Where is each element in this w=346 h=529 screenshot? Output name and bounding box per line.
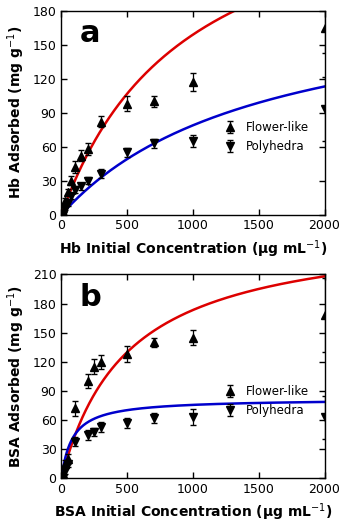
Y-axis label: Hb Adsorbed (mg g$^{-1}$): Hb Adsorbed (mg g$^{-1}$) <box>6 26 27 199</box>
Y-axis label: BSA Adsorbed (mg g$^{-1}$): BSA Adsorbed (mg g$^{-1}$) <box>6 285 27 468</box>
X-axis label: BSA Initial Concentration (μg mL$^{-1}$): BSA Initial Concentration (μg mL$^{-1}$) <box>54 502 332 523</box>
Text: a: a <box>80 19 100 48</box>
Legend: Flower-like, Polyhedra: Flower-like, Polyhedra <box>213 380 313 422</box>
X-axis label: Hb Initial Concentration (μg mL$^{-1}$): Hb Initial Concentration (μg mL$^{-1}$) <box>58 238 327 260</box>
Legend: Flower-like, Polyhedra: Flower-like, Polyhedra <box>213 116 313 158</box>
Text: b: b <box>80 282 102 312</box>
